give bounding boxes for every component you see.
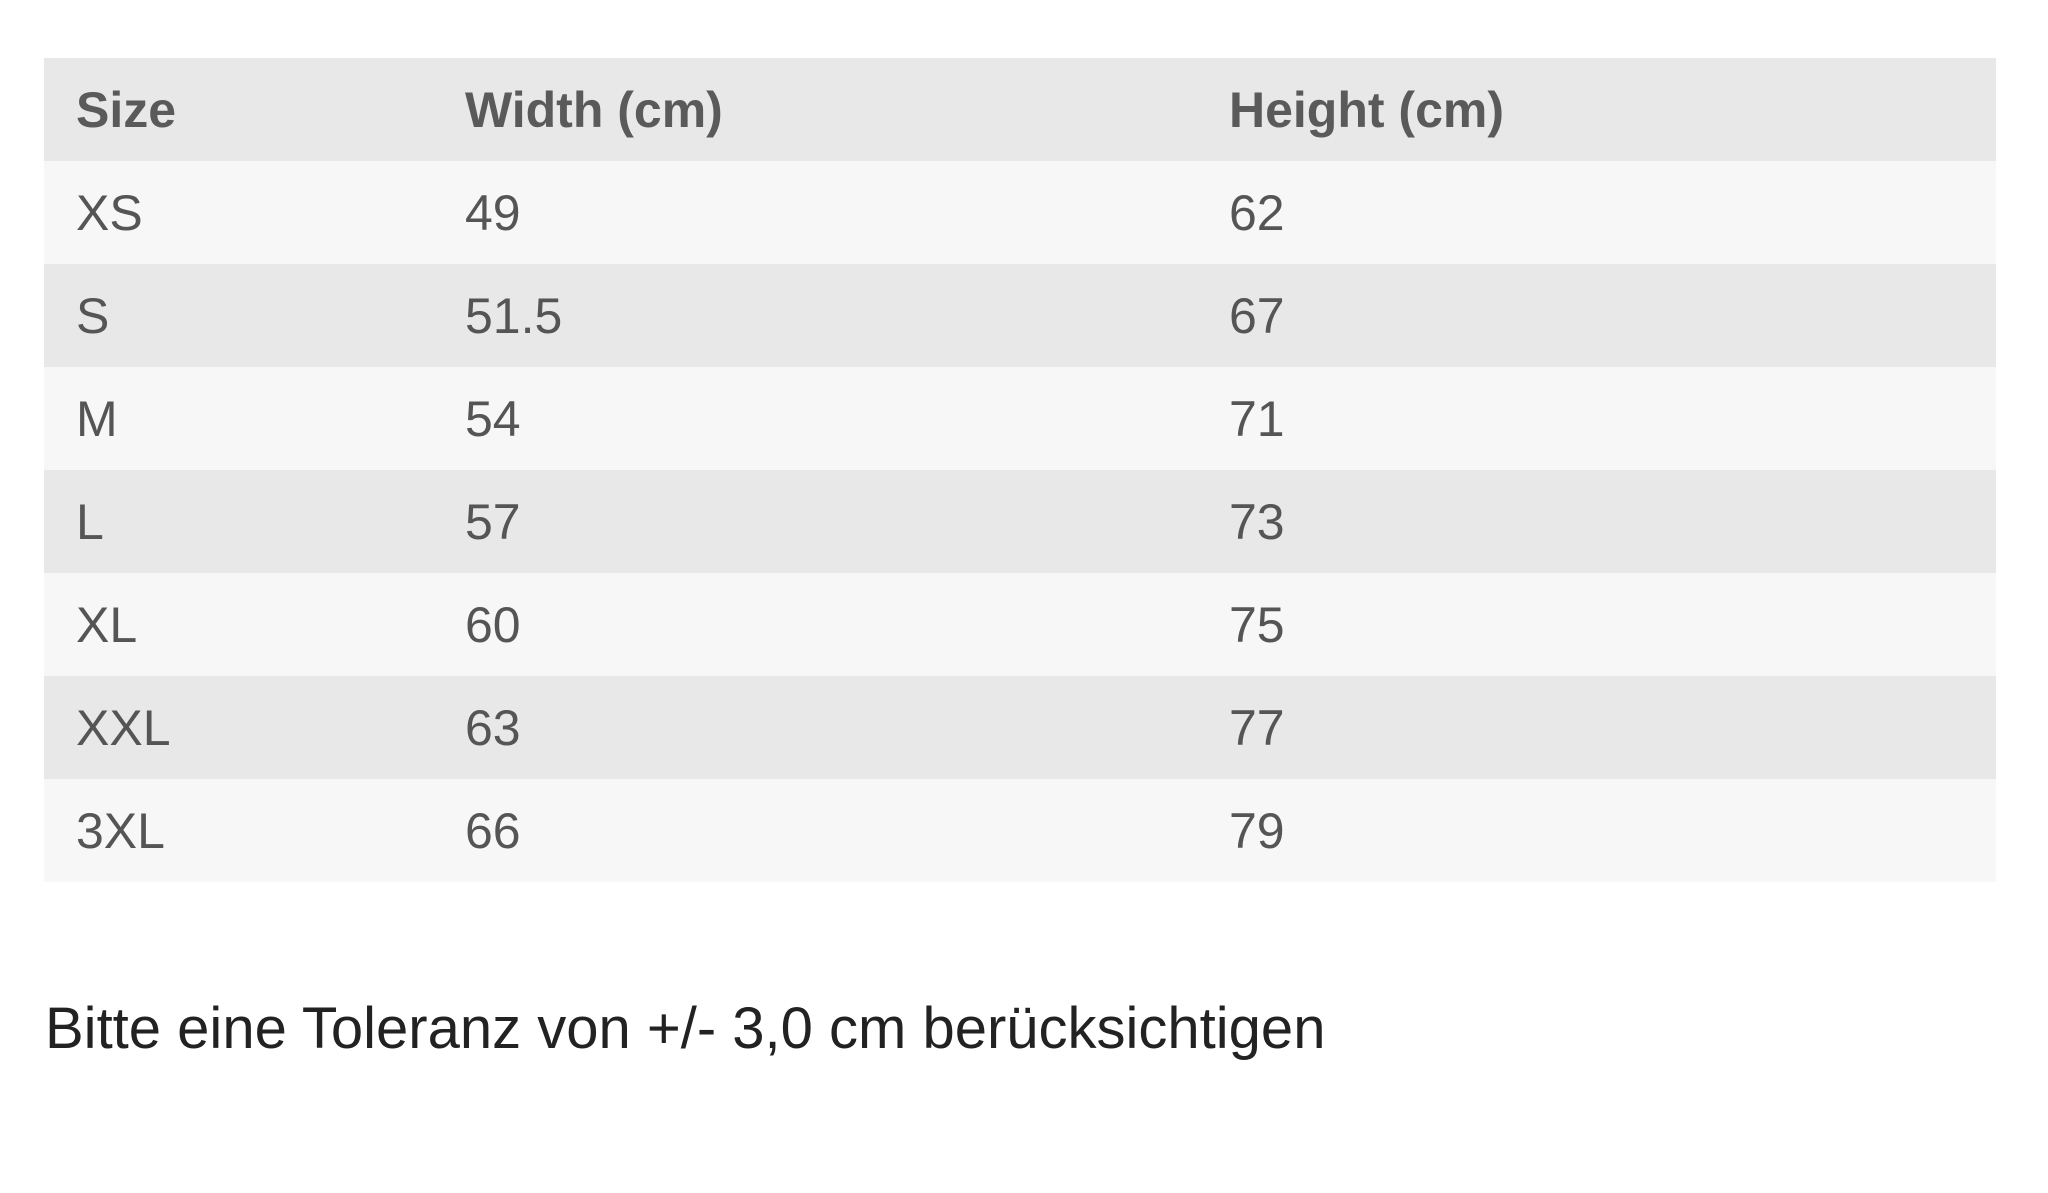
header-size: Size (76, 81, 177, 138)
cell-size: XS (76, 184, 143, 241)
table-row: XS 49 62 (44, 161, 1996, 264)
cell-height: 79 (1229, 802, 1285, 859)
cell-width: 60 (465, 596, 521, 653)
table-row: S 51.5 67 (44, 264, 1996, 367)
cell-width: 51.5 (465, 287, 563, 344)
cell-size: M (76, 390, 118, 447)
cell-height: 62 (1229, 184, 1285, 241)
table-row: XXL 63 77 (44, 676, 1996, 779)
cell-height: 71 (1229, 390, 1285, 447)
table-row: M 54 71 (44, 367, 1996, 470)
cell-width: 63 (465, 699, 521, 756)
cell-height: 73 (1229, 493, 1285, 550)
cell-size: 3XL (76, 802, 165, 859)
cell-size: XXL (76, 699, 171, 756)
cell-width: 66 (465, 802, 521, 859)
cell-size: S (76, 287, 110, 344)
header-width: Width (cm) (465, 81, 723, 138)
cell-width: 54 (465, 390, 521, 447)
cell-height: 75 (1229, 596, 1285, 653)
size-chart-table: Size Width (cm) Height (cm) XS 49 62 S 51.5 6… (44, 58, 1996, 882)
header-height: Height (cm) (1229, 81, 1504, 138)
cell-size: L (76, 493, 104, 550)
table-row: 3XL 66 79 (44, 779, 1996, 882)
table-header-row: Size Width (cm) Height (cm) (44, 58, 1996, 161)
cell-height: 77 (1229, 699, 1285, 756)
cell-width: 49 (465, 184, 521, 241)
tolerance-note: Bitte eine Toleranz von +/- 3,0 cm berüc… (45, 996, 1326, 1061)
cell-size: XL (76, 596, 138, 653)
cell-width: 57 (465, 493, 521, 550)
table-row: XL 60 75 (44, 573, 1996, 676)
cell-height: 67 (1229, 287, 1285, 344)
table-row: L 57 73 (44, 470, 1996, 573)
